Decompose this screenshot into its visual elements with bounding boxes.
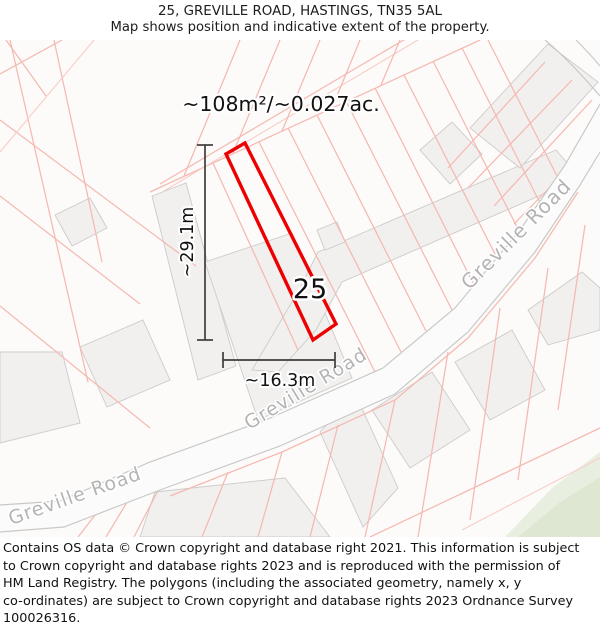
width-dimension-label: ~16.3m [245,371,316,391]
plot-number-label: 25 [293,274,327,305]
page-subtitle: Map shows position and indicative extent… [110,20,490,35]
greville-road [0,40,600,533]
footer-line: 100026316. [3,611,81,627]
page-title: 25, GREVILLE ROAD, HASTINGS, TN35 5AL [158,4,442,19]
height-dimension-label: ~29.1m [178,207,198,278]
property-outline [223,140,339,343]
copyright-footer: Contains OS data © Crown copyright and d… [0,537,597,628]
area-label: ~108m²/~0.027ac. [182,92,380,116]
footer-line: to Crown copyright and database rights 2… [3,558,561,574]
green-area [505,452,600,537]
footer-line: co-ordinates) are subject to Crown copyr… [3,593,574,609]
parcel-lines [0,40,600,537]
footer-line: HM Land Registry. The polygons (includin… [3,576,522,592]
map-svg: Greville Road Greville Road Greville Roa… [0,40,600,537]
map-header: 25, GREVILLE ROAD, HASTINGS, TN35 5AL Ma… [0,0,600,40]
dimension-lines [197,144,336,368]
footer-line: Contains OS data © Crown copyright and d… [3,541,580,556]
building-footprints [0,43,600,537]
map-container: Greville Road Greville Road Greville Roa… [0,40,600,537]
